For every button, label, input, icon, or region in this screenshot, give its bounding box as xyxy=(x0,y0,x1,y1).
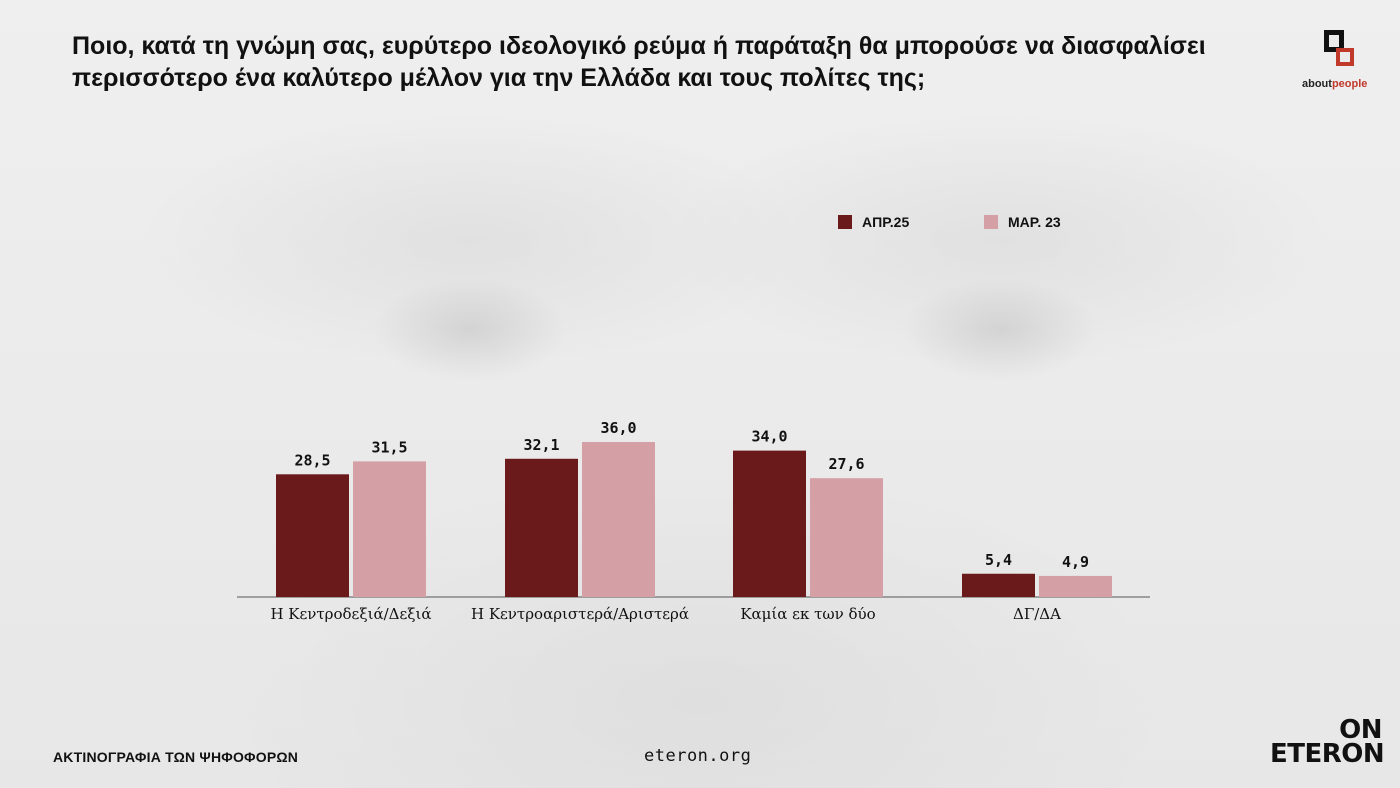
data-label-apr25-2: 34,0 xyxy=(751,428,787,446)
on-eteron-logo: ON ETERON xyxy=(1270,715,1385,769)
aboutpeople-logo: aboutpeople xyxy=(1298,28,1388,98)
bar-apr25-3 xyxy=(962,573,1035,597)
bar-mar23-2 xyxy=(810,478,883,597)
category-label-2: Καμία εκ των δύο xyxy=(740,605,875,623)
on-eteron-logo-line2: ETERON xyxy=(1270,739,1385,769)
legend-item-apr25: ΑΠΡ.25 xyxy=(838,214,909,230)
aboutpeople-logo-icon xyxy=(1324,30,1354,66)
chart-title: Ποιο, κατά τη γνώμη σας, ευρύτερο ιδεολο… xyxy=(72,30,1282,94)
footer-series-title: ΑΚΤΙΝΟΓΡΑΦΙΑ ΤΩΝ ΨΗΦΟΦΟΡΩΝ xyxy=(53,749,299,765)
legend-swatch-mar23 xyxy=(984,215,998,229)
aboutpeople-wordmark: aboutpeople xyxy=(1302,78,1367,90)
data-label-mar23-0: 31,5 xyxy=(371,438,407,456)
bar-mar23-1 xyxy=(582,442,655,597)
data-label-apr25-3: 5,4 xyxy=(985,551,1012,569)
bar-mar23-0 xyxy=(353,461,426,597)
bar-apr25-1 xyxy=(505,458,578,597)
bar-mar23-3 xyxy=(1039,575,1112,597)
data-label-apr25-0: 28,5 xyxy=(294,451,330,469)
category-label-0: Η Κεντροδεξιά/Δεξιά xyxy=(270,605,431,623)
legend-item-mar23: ΜΑΡ. 23 xyxy=(984,214,1061,230)
bar-apr25-2 xyxy=(733,450,806,597)
data-label-mar23-3: 4,9 xyxy=(1062,553,1089,571)
title-line-1: Ποιο, κατά τη γνώμη σας, ευρύτερο ιδεολο… xyxy=(72,32,1206,60)
data-label-mar23-1: 36,0 xyxy=(600,419,636,437)
bar-apr25-0 xyxy=(276,474,349,597)
brand-suffix: people xyxy=(1331,78,1368,90)
legend-label-apr25: ΑΠΡ.25 xyxy=(862,214,910,230)
brand-prefix: about xyxy=(1302,78,1332,90)
category-label-1: Η Κεντροαριστερά/Αριστερά xyxy=(471,605,689,623)
data-label-mar23-2: 27,6 xyxy=(828,455,864,473)
data-label-apr25-1: 32,1 xyxy=(523,436,559,454)
category-label-3: ΔΓ/ΔΑ xyxy=(1013,605,1061,623)
on-eteron-logo-line1: ON xyxy=(1339,715,1382,745)
legend-label-mar23: ΜΑΡ. 23 xyxy=(1008,214,1061,230)
footer-website: eteron.org xyxy=(644,746,752,766)
title-line-2: περισσότερο ένα καλύτερο μέλλον για την … xyxy=(72,64,926,92)
legend-swatch-apr25 xyxy=(838,215,852,229)
